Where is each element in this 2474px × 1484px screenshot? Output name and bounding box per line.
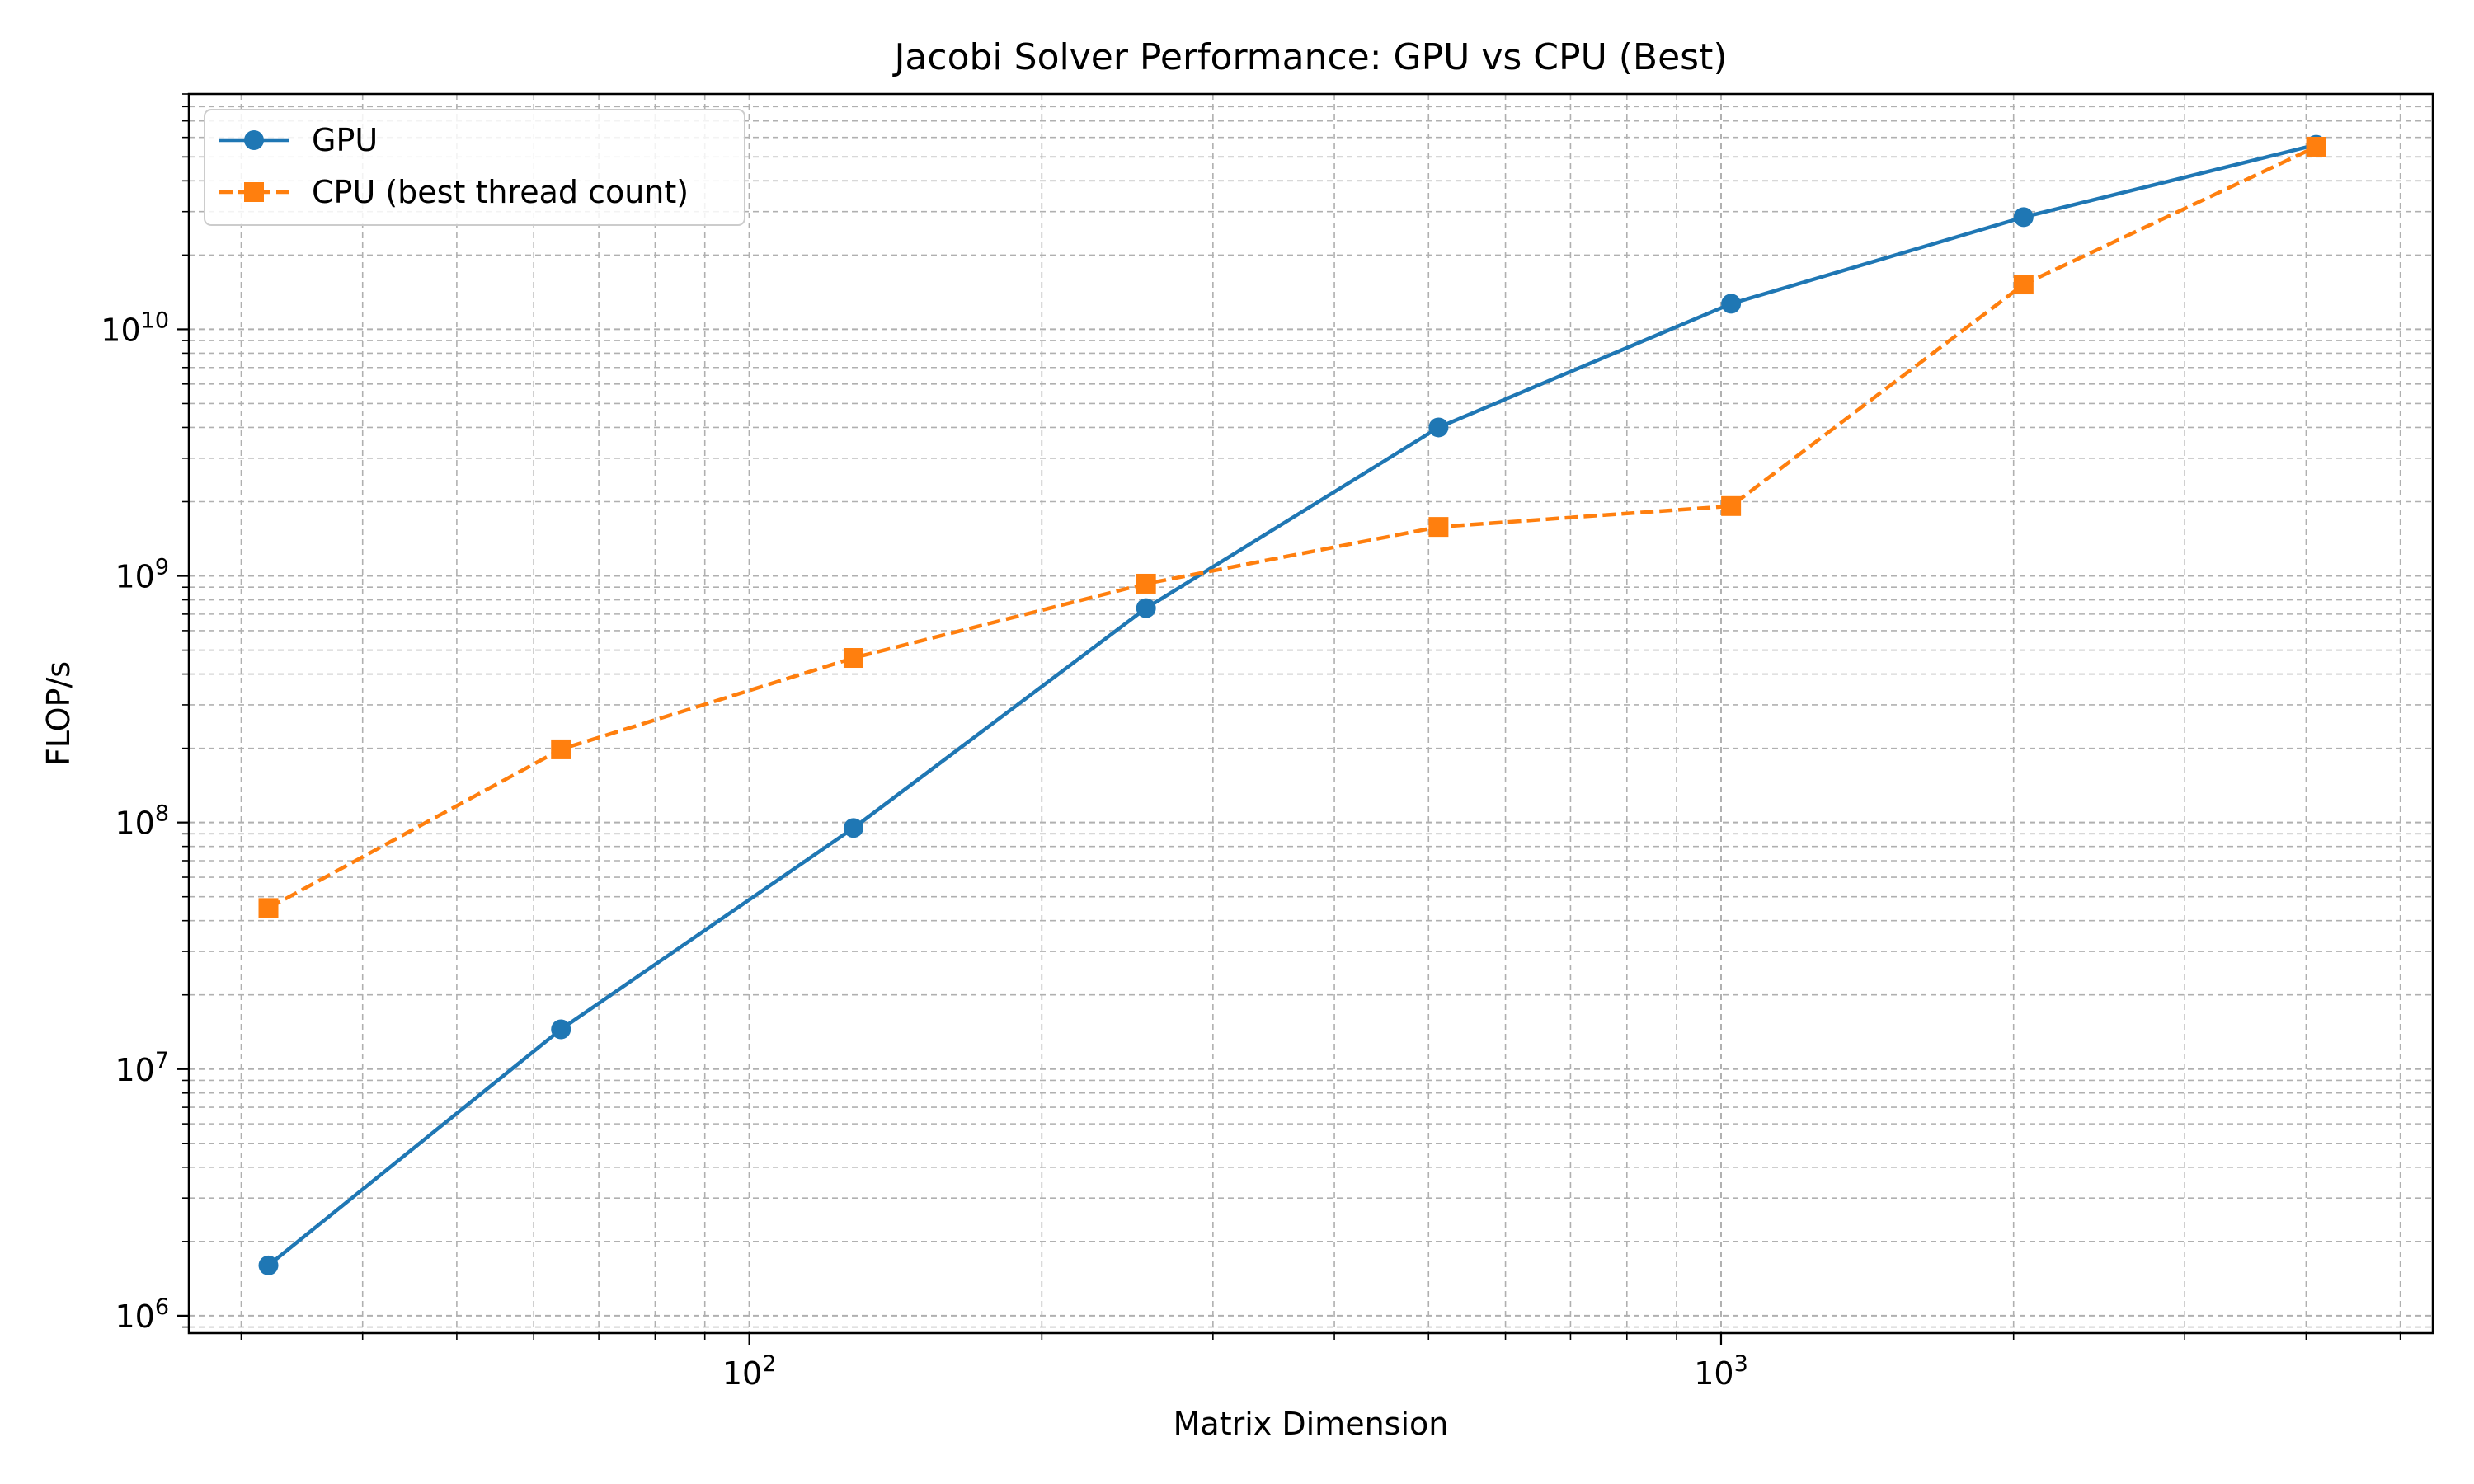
data-point [551, 1019, 571, 1040]
legend-marker [244, 130, 264, 150]
ticks: 102 103 106 107 108 109 1010 [101, 93, 2401, 1392]
legend-marker [244, 182, 264, 202]
series-layer [258, 134, 2326, 1275]
data-point [1721, 495, 1742, 516]
y-axis-label: FLOP/s [40, 661, 77, 766]
data-point [2306, 136, 2326, 157]
data-point [1721, 294, 1742, 314]
data-point [1136, 598, 1156, 618]
y-tick-label: 108 [115, 801, 169, 842]
legend: GPU CPU (best thread count) [204, 109, 745, 226]
chart-title: Jacobi Solver Performance: GPU vs CPU (B… [891, 36, 1727, 78]
series-line [267, 143, 2317, 1267]
data-point [1428, 417, 1449, 438]
x-tick-label: 102 [722, 1351, 777, 1392]
data-point [843, 818, 863, 838]
data-point [1428, 517, 1449, 538]
y-tick-label: 107 [115, 1048, 169, 1088]
data-point [2013, 275, 2034, 295]
series-cpu [258, 136, 2326, 918]
x-tick-label: 103 [1694, 1351, 1748, 1392]
data-point [843, 648, 863, 669]
data-point [258, 1255, 279, 1275]
series-line [267, 144, 2317, 910]
data-point [258, 898, 279, 918]
plot-frame [187, 92, 2434, 1335]
y-tick-label: 106 [115, 1294, 169, 1335]
grid [189, 93, 2433, 1333]
data-point [1136, 573, 1156, 594]
legend-label: CPU (best thread count) [312, 174, 689, 210]
data-point [2013, 207, 2034, 228]
y-tick-label: 1010 [101, 308, 169, 348]
legend-box [204, 109, 745, 226]
x-axis-label: Matrix Dimension [1174, 1406, 1449, 1442]
y-tick-label: 109 [115, 555, 169, 595]
data-point [551, 739, 571, 759]
legend-label: GPU [312, 122, 378, 158]
